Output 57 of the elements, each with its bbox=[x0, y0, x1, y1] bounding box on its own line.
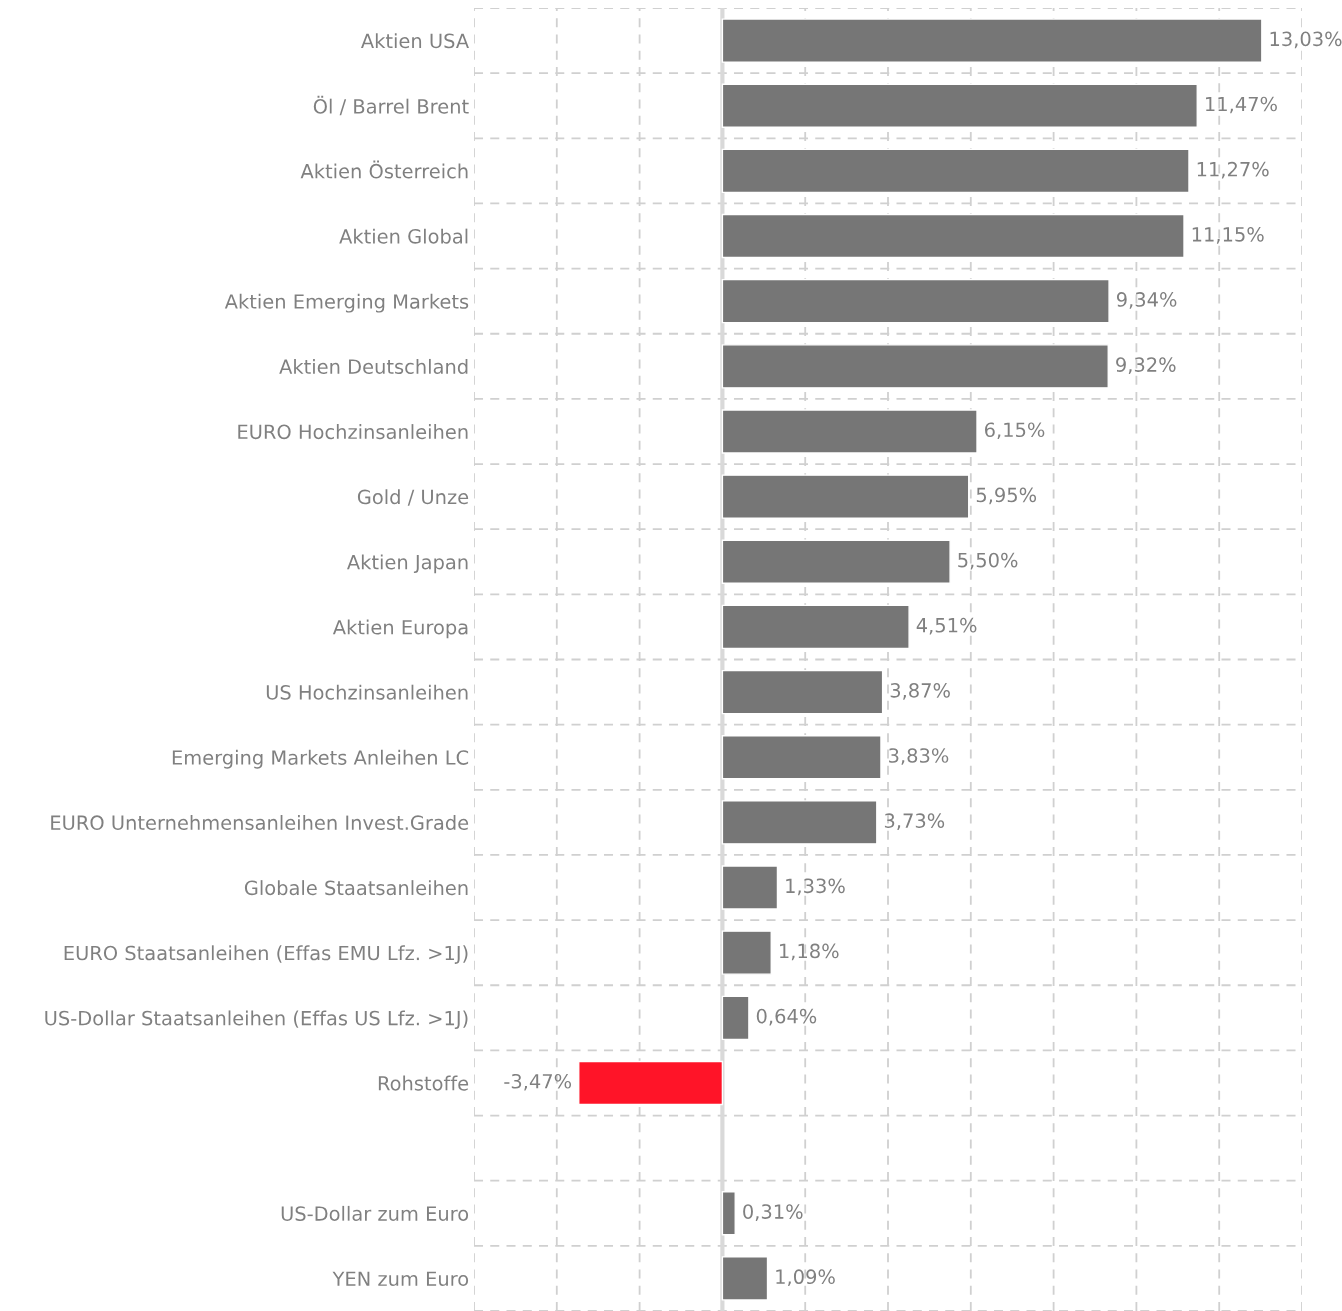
data-label: 6,15% bbox=[984, 422, 1045, 440]
bar bbox=[721, 344, 1109, 389]
bar bbox=[721, 995, 750, 1041]
y-tick-label: Aktien Global bbox=[339, 228, 468, 244]
y-tick-label: Öl / Barrel Brent bbox=[313, 95, 469, 116]
y-tick-label: Emerging Markets Anleihen LC bbox=[172, 749, 469, 769]
bar bbox=[721, 1191, 736, 1236]
y-tick-label: Aktien Emerging Markets bbox=[224, 293, 469, 313]
data-label: 11,27% bbox=[1197, 161, 1269, 179]
data-label: 4,51% bbox=[916, 617, 977, 635]
data-label: 9,32% bbox=[1116, 357, 1176, 374]
data-label: 3,73% bbox=[884, 813, 945, 830]
bar bbox=[721, 669, 884, 715]
data-label: 5,50% bbox=[958, 552, 1018, 570]
data-label: 5,95% bbox=[976, 487, 1037, 505]
data-label: 3,83% bbox=[889, 748, 949, 765]
data-label: 0,31% bbox=[743, 1204, 803, 1221]
bar bbox=[721, 148, 1190, 194]
y-tick-label: Gold / Unze bbox=[357, 489, 469, 506]
y-tick-label: Rohstoffe bbox=[378, 1075, 469, 1091]
bar bbox=[721, 278, 1110, 324]
bar bbox=[578, 1060, 724, 1106]
bar bbox=[721, 604, 910, 650]
data-label: 11,15% bbox=[1192, 226, 1264, 244]
y-tick-label: YEN zum Euro bbox=[332, 1271, 469, 1287]
bar bbox=[721, 865, 779, 910]
y-tick-label: Globale Staatsanleihen bbox=[244, 880, 468, 896]
bar bbox=[721, 474, 970, 519]
bar bbox=[721, 409, 978, 454]
bar bbox=[721, 1256, 769, 1301]
bar bbox=[721, 213, 1185, 259]
bar bbox=[721, 18, 1263, 63]
y-tick-label: US-Dollar Staatsanleihen (Effas US Lfz. >1J) bbox=[45, 1010, 468, 1030]
y-tick-label: EURO Staatsanleihen (Effas EMU Lfz. >1J) bbox=[64, 945, 468, 964]
data-label: 3,87% bbox=[890, 683, 950, 700]
bar bbox=[721, 930, 772, 975]
y-tick-label: Aktien Österreich bbox=[300, 160, 468, 179]
y-tick-label: Aktien Europa bbox=[332, 619, 468, 639]
y-tick-label: Aktien Japan bbox=[347, 554, 468, 574]
y-tick-label: EURO Hochzinsanleihen bbox=[238, 424, 468, 440]
bar bbox=[721, 800, 878, 845]
y-tick-label: Aktien USA bbox=[361, 33, 469, 49]
data-label: 9,34% bbox=[1116, 292, 1177, 309]
bar bbox=[721, 539, 951, 584]
y-tick-label: US-Dollar zum Euro bbox=[281, 1205, 469, 1221]
data-label: 13,03% bbox=[1270, 31, 1342, 49]
bar bbox=[721, 735, 882, 780]
data-label: 11,47% bbox=[1206, 96, 1277, 114]
y-tick-label: Aktien Deutschland bbox=[279, 358, 468, 374]
bar bbox=[721, 83, 1198, 128]
data-label: 1,09% bbox=[776, 1269, 835, 1287]
y-tick-label: EURO Unternehmensanleihen Invest.Grade bbox=[51, 814, 469, 831]
y-tick-label: US Hochzinsanleihen bbox=[266, 684, 468, 700]
data-label: 1,18% bbox=[780, 943, 839, 961]
data-label: 0,64% bbox=[756, 1008, 817, 1026]
data-label: -3,47% bbox=[504, 1073, 572, 1091]
data-label: 1,33% bbox=[786, 878, 845, 896]
